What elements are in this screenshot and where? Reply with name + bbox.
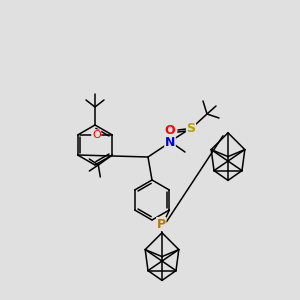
Text: O: O — [165, 124, 175, 136]
Text: O: O — [92, 130, 101, 140]
Text: S: S — [187, 122, 196, 134]
Text: N: N — [165, 136, 175, 149]
Text: P: P — [157, 218, 166, 230]
